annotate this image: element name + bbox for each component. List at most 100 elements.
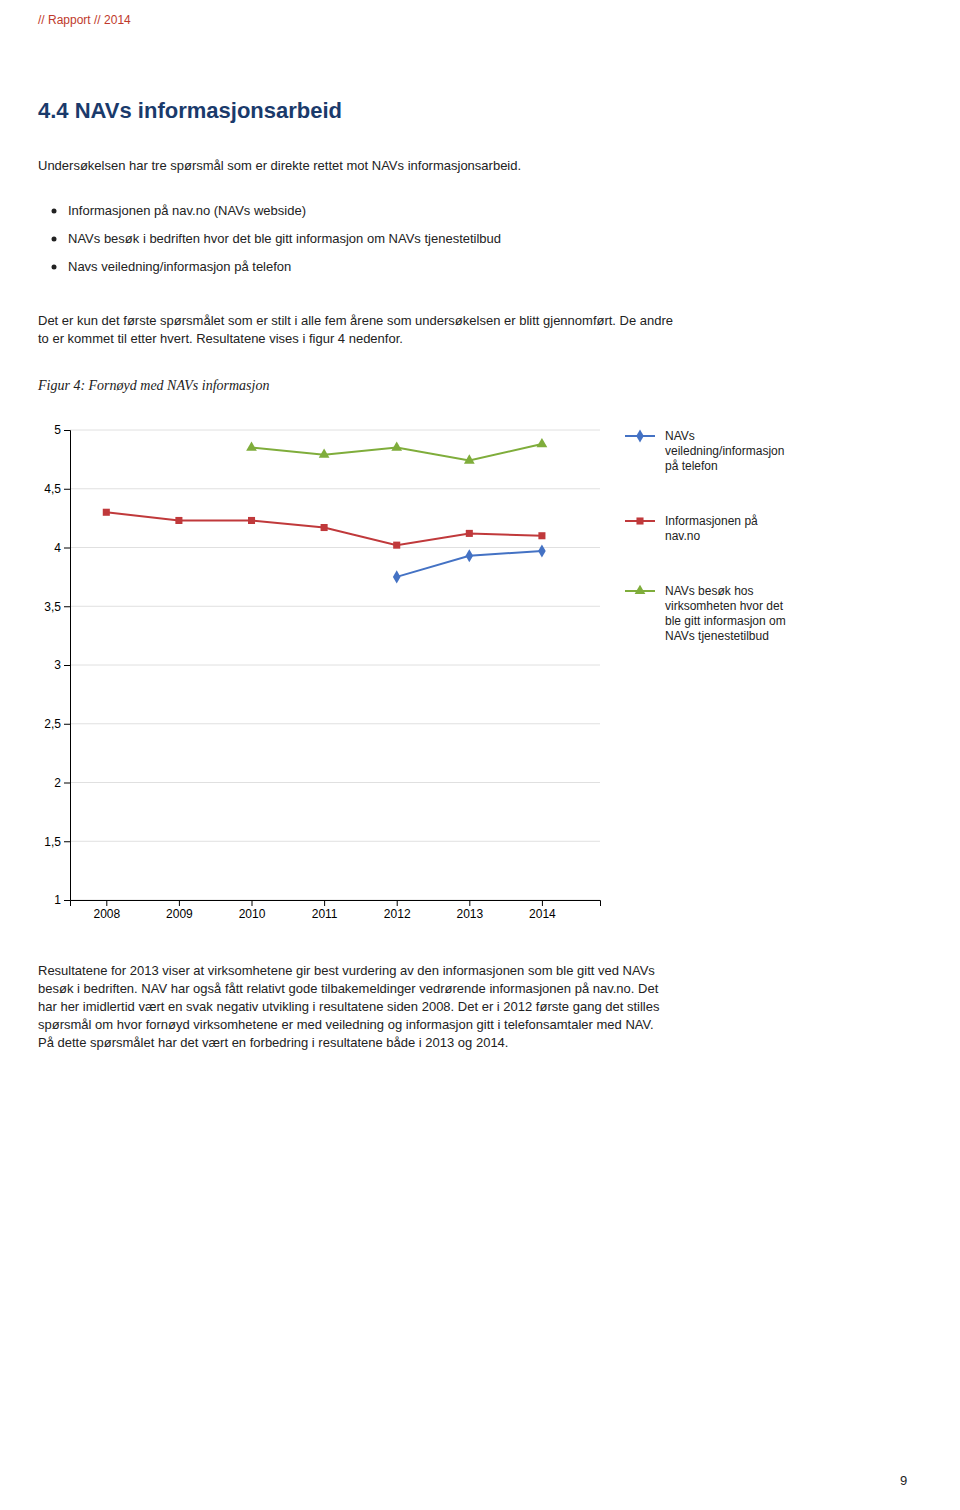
y-tick-mark xyxy=(64,724,70,725)
x-tick: 2012 xyxy=(384,900,411,921)
grid-line xyxy=(70,547,600,548)
header: // Rapport // 2014 xyxy=(38,13,131,27)
grid-line xyxy=(70,488,600,489)
paragraph: har her imidlertid vært en svak negativ … xyxy=(38,999,660,1014)
chart-title: Figur 4: Fornøyd med NAVs informasjon xyxy=(37,378,269,393)
y-tick-mark xyxy=(64,430,70,431)
y-tick: 4 xyxy=(54,541,70,555)
x-tick: 2010 xyxy=(239,900,266,921)
series-marker xyxy=(538,544,546,557)
x-tick: 2008 xyxy=(93,900,120,921)
bullet: Navs veiledning/informasjon på telefon xyxy=(68,259,291,274)
legend-item: Informasjonen pånav.no xyxy=(625,514,758,543)
x-tick-label: 2012 xyxy=(384,907,411,921)
x-tick: 2014 xyxy=(529,900,556,921)
grid-line xyxy=(70,782,600,783)
grid-line xyxy=(70,723,600,724)
legend-label-line: nav.no xyxy=(665,529,700,543)
y-tick: 2 xyxy=(54,776,70,790)
x-tick: 2009 xyxy=(166,900,193,921)
y-tick-mark xyxy=(64,489,70,490)
y-tick-label: 2 xyxy=(54,776,61,790)
series-marker xyxy=(175,517,182,524)
series-marker xyxy=(319,448,330,457)
paragraph: Undersøkelsen har tre spørsmål som er di… xyxy=(38,158,521,173)
y-tick: 1 xyxy=(54,893,70,907)
legend-swatch-marker xyxy=(636,517,643,524)
series-marker xyxy=(321,524,328,531)
x-tick-mark xyxy=(179,900,180,906)
series-marker xyxy=(248,517,255,524)
paragraph: Resultatene for 2013 viser at virksomhet… xyxy=(38,963,655,978)
grid-line xyxy=(70,665,600,666)
chart: 2008 2009 2010 2011 2012 2013 2014 1 1,5 2 2,5 3 3,5… xyxy=(44,423,600,920)
legend-item: NAVsveiledning/informasjonpå telefon xyxy=(625,429,784,473)
series-marker xyxy=(464,454,475,463)
legend-label-line: Informasjonen på xyxy=(665,514,758,528)
x-tick-label: 2010 xyxy=(239,907,266,921)
y-tick-mark xyxy=(64,665,70,666)
y-tick-mark xyxy=(64,606,70,607)
legend-label-line: ble gitt informasjon om xyxy=(665,614,786,628)
grid xyxy=(70,430,600,900)
x-tick-mark xyxy=(252,900,253,906)
series-marker xyxy=(537,438,548,447)
page: // Rapport // 2014 4.4 NAVs informasjonsa… xyxy=(0,0,960,1510)
paragraph: besøk i bedriften. NAV har også fått rel… xyxy=(38,981,659,996)
y-axis: 1 1,5 2 2,5 3 3,5 4 4,5 5 xyxy=(44,423,70,907)
y-tick-mark xyxy=(64,548,70,549)
bullet: Informasjonen på nav.no (NAVs webside) xyxy=(68,203,306,218)
y-tick-label: 4,5 xyxy=(44,482,61,496)
heading: 4.4 NAVs informasjonsarbeid xyxy=(38,98,342,123)
legend-swatch-marker xyxy=(635,585,646,594)
legend-label-line: NAVs tjenestetilbud xyxy=(665,629,769,643)
series-marker xyxy=(246,441,257,450)
y-tick-mark xyxy=(64,783,70,784)
x-tick-label: 2011 xyxy=(312,907,338,921)
y-tick-label: 5 xyxy=(54,423,61,437)
x-axis: 2008 2009 2010 2011 2012 2013 2014 xyxy=(71,900,601,921)
x-tick-label: 2009 xyxy=(166,907,193,921)
paragraph: Det er kun det første spørsmålet som er … xyxy=(38,313,673,328)
series-marker xyxy=(538,532,545,539)
y-tick: 2,5 xyxy=(44,717,70,731)
grid-line xyxy=(70,841,600,842)
y-tick: 3,5 xyxy=(44,600,70,614)
y-tick: 5 xyxy=(54,423,70,437)
series-marker xyxy=(393,570,401,583)
page-number: 9 xyxy=(900,1473,907,1488)
x-tick-label: 2013 xyxy=(456,907,483,921)
legend-label: NAVsveiledning/informasjonpå telefon xyxy=(665,429,784,473)
x-tick: 2011 xyxy=(312,900,338,921)
y-tick-label: 4 xyxy=(54,541,61,555)
y-axis-line xyxy=(64,431,71,901)
x-tick-mark xyxy=(106,900,107,906)
legend-label-line: NAVs xyxy=(665,429,695,443)
x-tick-mark xyxy=(469,900,470,906)
paragraph: spørsmål om hvor fornøyd virksomhetene e… xyxy=(38,1017,654,1032)
y-tick-label: 1 xyxy=(54,893,61,907)
legend-label-line: veiledning/informasjon xyxy=(665,444,784,458)
series-marker xyxy=(466,549,474,562)
grid-line xyxy=(70,606,600,607)
y-tick-mark xyxy=(64,900,70,901)
paragraph: På dette spørsmålet har det vært en forb… xyxy=(38,1035,508,1050)
series-marker xyxy=(466,530,473,537)
grid-line xyxy=(70,430,600,431)
legend-label-line: virksomheten hvor det xyxy=(665,599,784,613)
legend-label-line: på telefon xyxy=(665,459,718,473)
y-tick: 1,5 xyxy=(44,835,70,849)
series-line xyxy=(106,512,542,545)
y-tick: 3 xyxy=(54,658,70,672)
x-axis-line xyxy=(71,901,601,907)
series-marker xyxy=(393,542,400,549)
y-tick-label: 1,5 xyxy=(44,835,61,849)
legend: NAVsveiledning/informasjonpå telefon Info… xyxy=(625,429,786,643)
bullet: NAVs besøk i bedriften hvor det ble gitt… xyxy=(68,231,501,246)
plot-area xyxy=(103,438,548,584)
legend-swatch-marker xyxy=(636,429,644,442)
bullet-dot xyxy=(52,209,57,214)
bullet-dot xyxy=(52,265,57,270)
y-tick-label: 2,5 xyxy=(44,717,61,731)
paragraph: to er kommet til etter hvert. Resultaten… xyxy=(38,331,403,346)
